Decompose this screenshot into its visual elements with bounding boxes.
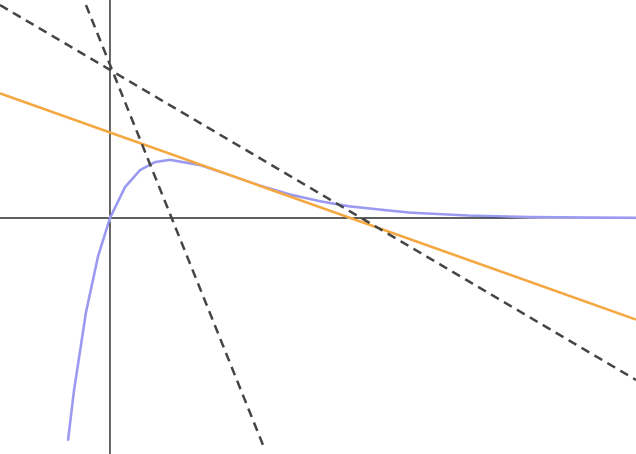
dashed-line xyxy=(84,4,267,451)
curve xyxy=(0,92,636,321)
dashed-line xyxy=(0,3,636,381)
curve xyxy=(66,158,636,441)
